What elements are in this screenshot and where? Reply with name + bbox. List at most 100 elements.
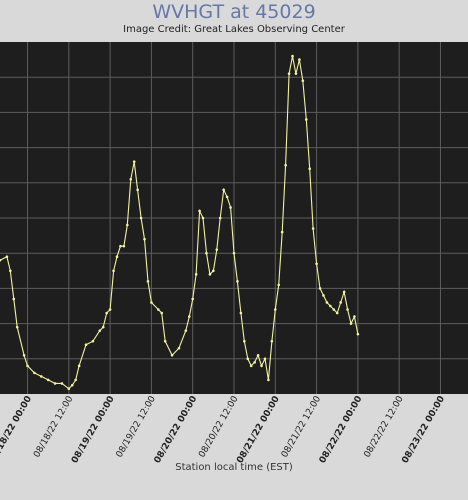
x-tick-label: 08/19/22 00:00 (70, 395, 117, 466)
data-point (53, 382, 57, 385)
data-point (170, 353, 174, 357)
data-point (201, 216, 205, 220)
data-point (0, 258, 2, 262)
data-point (335, 311, 339, 315)
data-point (115, 255, 119, 259)
data-point (215, 248, 219, 251)
x-tick-label: 08/21/22 12:00 (280, 394, 323, 459)
data-point (163, 339, 167, 343)
data-point (160, 311, 164, 315)
data-point (322, 294, 325, 297)
data-point (308, 167, 312, 171)
data-point (15, 325, 19, 329)
data-point (156, 308, 160, 311)
data-point (273, 308, 277, 311)
data-point (129, 177, 133, 181)
data-point (184, 329, 188, 332)
data-point (108, 308, 112, 311)
data-point (277, 283, 281, 287)
data-point (356, 332, 360, 336)
data-point (287, 72, 291, 75)
data-point (222, 188, 225, 192)
data-point (232, 251, 236, 255)
data-point (229, 206, 232, 209)
data-point (353, 315, 356, 318)
data-point (67, 387, 71, 391)
data-point (105, 311, 108, 315)
data-point (267, 378, 270, 382)
data-point (139, 216, 143, 220)
data-point (260, 364, 263, 368)
data-point (315, 262, 318, 266)
data-point (126, 223, 129, 227)
data-point (325, 301, 329, 304)
data-point (311, 227, 315, 230)
x-tick-label: 08/20/22 00:00 (153, 395, 200, 466)
data-point (70, 383, 74, 387)
data-point (33, 371, 36, 375)
data-point (225, 195, 229, 199)
data-point (239, 311, 243, 315)
x-tick-label: 08/21/22 00:00 (235, 395, 282, 466)
data-point (346, 308, 349, 311)
x-tick-label: 08/20/22 12:00 (197, 394, 240, 459)
data-point (270, 339, 274, 343)
data-point (243, 339, 246, 343)
data-point (304, 118, 308, 121)
data-point (84, 343, 88, 347)
x-tick-label: 08/19/22 12:00 (115, 394, 158, 459)
data-point (74, 378, 78, 382)
data-point (298, 58, 301, 61)
data-point (150, 301, 153, 304)
x-axis-label: Station local time (EST) (175, 462, 293, 473)
data-point (26, 364, 29, 368)
data-point (46, 378, 50, 382)
data-point (294, 72, 298, 75)
data-point (187, 315, 191, 318)
x-tick-label: 08/22/22 00:00 (318, 395, 365, 466)
data-point (256, 353, 260, 357)
data-point (208, 273, 212, 276)
data-point (22, 353, 26, 357)
data-point (194, 273, 198, 276)
data-point (342, 290, 346, 294)
data-point (249, 364, 253, 368)
data-point (119, 244, 122, 248)
data-point (77, 364, 81, 368)
data-point (318, 287, 322, 290)
data-point (236, 280, 239, 283)
data-point (112, 269, 115, 273)
data-point (5, 255, 9, 259)
data-point (263, 357, 267, 361)
chart-subtitle: Image Credit: Great Lakes Observing Cent… (123, 24, 345, 35)
data-point (339, 301, 342, 304)
data-point (9, 269, 12, 273)
data-point (136, 188, 139, 192)
data-point (191, 297, 195, 301)
data-point (143, 237, 146, 241)
x-tick-label: 08/22/22 12:00 (363, 394, 406, 459)
data-point (218, 216, 222, 220)
data-point (91, 339, 95, 343)
data-point (291, 54, 294, 58)
data-point (280, 230, 284, 234)
data-point (349, 322, 353, 325)
data-point (246, 357, 250, 361)
data-point (12, 297, 16, 301)
data-point (212, 269, 215, 273)
data-point (132, 160, 136, 163)
data-point (122, 244, 126, 248)
x-tick-label: 08/18/22 12:00 (32, 394, 75, 459)
x-tick-label: 08/18/22 00:00 (0, 395, 34, 466)
data-point (146, 280, 150, 283)
data-point (332, 308, 336, 311)
x-tick-label: 08/23/22 00:00 (400, 395, 447, 466)
series-line (0, 55, 359, 390)
data-point (39, 375, 43, 378)
data-point (301, 79, 305, 83)
data-point (284, 163, 287, 167)
data-point (98, 329, 102, 332)
data-point (205, 251, 208, 255)
